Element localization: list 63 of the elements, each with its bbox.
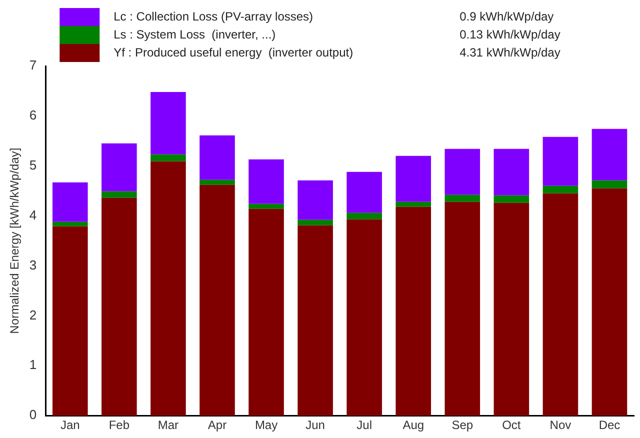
legend-label: Lc : Collection Loss (PV-array losses) (114, 9, 314, 24)
x-tick-label: Dec (598, 418, 620, 432)
bar (444, 194, 480, 202)
bar (200, 135, 235, 180)
bar (396, 156, 432, 202)
bar (248, 208, 284, 416)
legend-label: Ls : System Loss (inverter, ...) (114, 27, 276, 42)
bar (102, 198, 137, 416)
bar (494, 195, 530, 203)
bar (592, 128, 628, 180)
bar (248, 159, 284, 204)
bar (150, 154, 186, 162)
y-tick-label: 1 (29, 357, 37, 372)
bar (150, 161, 186, 416)
bar (444, 202, 480, 416)
y-tick-label: 3 (29, 257, 37, 272)
bar (52, 182, 88, 222)
bar (444, 148, 480, 195)
x-tick-label: Aug (402, 418, 424, 432)
text: 0.9 kWh/kWp/day (460, 9, 554, 24)
text: 4.31 kWh/kWp/day (460, 45, 560, 60)
bar (150, 92, 186, 154)
bar (494, 148, 530, 196)
bar (542, 186, 578, 194)
bar (542, 136, 578, 186)
bar (592, 188, 628, 416)
text: 0.13 kWh/kWp/day (460, 27, 560, 42)
bar (542, 193, 578, 416)
x-tick-label: Nov (550, 418, 572, 432)
x-tick-label: Feb (108, 418, 130, 432)
bar (248, 204, 284, 209)
x-tick-label: Jun (306, 418, 325, 432)
bar (396, 202, 432, 207)
x-tick-label: Jan (60, 418, 80, 432)
bar (200, 184, 235, 416)
bar (102, 143, 137, 192)
x-tick-label: Sep (452, 418, 474, 432)
bar (592, 180, 628, 188)
y-tick-label: 7 (29, 58, 37, 73)
y-tick-label: 4 (29, 207, 37, 222)
legend-label: Yf : Produced useful energy (inverter output) (114, 45, 354, 60)
bar (346, 212, 382, 220)
x-tick-label: May (254, 418, 278, 432)
bar (298, 180, 333, 220)
y-tick-label: 5 (29, 157, 37, 172)
bar (494, 202, 530, 416)
bar (396, 206, 432, 416)
bar (298, 220, 333, 226)
y-tick-label: 6 (29, 108, 37, 123)
bar (346, 219, 382, 416)
x-tick-label: Apr (208, 418, 227, 432)
bar (102, 191, 137, 198)
bar (346, 172, 382, 213)
y-tick-label: 0 (29, 407, 37, 422)
bar (52, 226, 88, 416)
x-tick-label: Mar (158, 418, 179, 432)
x-tick-label: Oct (502, 418, 522, 432)
bar (52, 222, 88, 226)
y-axis-title: Normalized Energy [kWh/kWp/day] (8, 148, 22, 334)
x-tick-label: Jul (356, 418, 372, 432)
bar (200, 180, 235, 185)
bar (298, 225, 333, 416)
y-tick-label: 2 (29, 307, 37, 322)
